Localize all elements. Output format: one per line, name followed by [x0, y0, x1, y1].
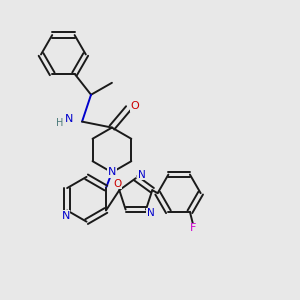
Text: N: N: [108, 167, 116, 177]
Text: N: N: [138, 169, 146, 180]
Text: N: N: [64, 114, 73, 124]
Text: F: F: [190, 223, 197, 233]
Text: O: O: [130, 101, 139, 111]
Text: N: N: [61, 211, 70, 221]
Text: H: H: [56, 118, 63, 128]
Text: O: O: [114, 178, 122, 189]
Text: N: N: [147, 208, 154, 218]
